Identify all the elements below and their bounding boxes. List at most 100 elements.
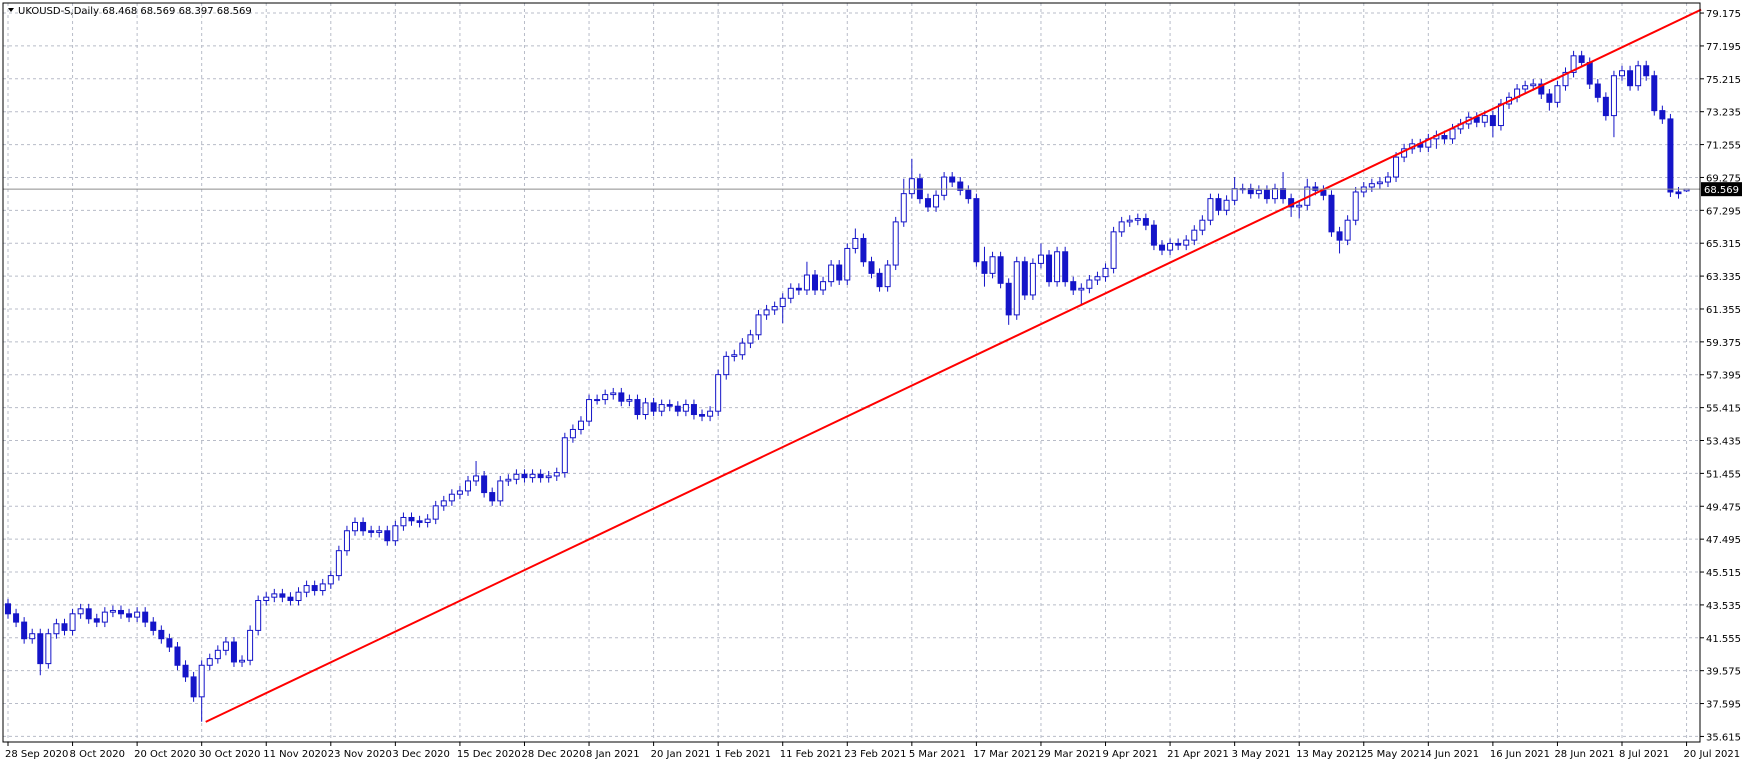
candle-body (392, 525, 399, 542)
candle-body (1538, 83, 1545, 95)
candle-body (1280, 188, 1287, 200)
candle-body (158, 629, 165, 640)
candle-body (1263, 189, 1270, 200)
candle-body (109, 609, 116, 613)
candle-body (1594, 83, 1601, 98)
y-tick-label: 67.295 (1706, 206, 1741, 217)
candle-body (674, 405, 681, 412)
candle-body (505, 478, 512, 482)
candle-body (1441, 135, 1448, 140)
candle-body (126, 613, 133, 618)
candle-body (37, 633, 44, 665)
candle-body (900, 193, 907, 223)
candle-body (448, 493, 455, 502)
candle-body (634, 399, 641, 416)
y-tick-label: 51.455 (1706, 469, 1741, 480)
candle-body (1530, 83, 1537, 87)
trendline (205, 8, 1702, 723)
y-tick-label: 41.555 (1706, 634, 1741, 645)
y-tick-label: 71.255 (1706, 141, 1741, 152)
candle-body (844, 247, 851, 281)
candle-body (1497, 103, 1504, 127)
price-label: 68.569 (1704, 185, 1739, 196)
candle-body (965, 189, 972, 200)
candle-body (174, 646, 181, 666)
candle-body (618, 392, 625, 402)
candle-body (1554, 85, 1561, 103)
candle-body (529, 473, 536, 479)
candle-body (117, 609, 124, 615)
candle-body (699, 414, 706, 417)
candle-body (836, 264, 843, 281)
candle-body (1546, 93, 1553, 103)
candle-body (1578, 55, 1585, 63)
candle-body (1159, 244, 1166, 251)
y-tick-label: 53.435 (1706, 437, 1741, 448)
x-tick-label: 8 Oct 2020 (70, 749, 125, 760)
candle-body (1393, 156, 1400, 178)
candle-body (690, 404, 697, 416)
y-tick-label: 59.375 (1706, 338, 1741, 349)
candle-body (473, 475, 480, 482)
candle-body (166, 638, 173, 648)
candles (5, 50, 1690, 722)
x-tick-label: 30 Oct 2020 (199, 749, 261, 760)
candle-body (1029, 262, 1036, 296)
candle-body (101, 611, 108, 623)
candle-body (198, 664, 205, 698)
candle-body (1094, 276, 1101, 281)
y-tick-label: 49.475 (1706, 502, 1741, 513)
candle-body (303, 585, 310, 593)
candle-body (1191, 229, 1198, 241)
candle-body (957, 181, 964, 191)
candle-body (658, 404, 665, 412)
candle-body (311, 585, 318, 592)
candle-body (69, 613, 76, 631)
x-tick-label: 1 Feb 2021 (715, 749, 771, 760)
candle-body (1489, 115, 1496, 127)
candle-body (1344, 219, 1351, 241)
x-tick-label: 8 Jul 2021 (1619, 749, 1669, 760)
candle-body (1328, 194, 1335, 233)
y-tick-label: 75.215 (1706, 75, 1741, 86)
candle-body (1142, 218, 1149, 226)
candle-body (376, 530, 383, 533)
candle-body (5, 603, 11, 615)
candle-body (610, 392, 617, 396)
candle-body (1118, 221, 1125, 233)
candle-body (464, 480, 471, 492)
candle-body (1481, 115, 1488, 123)
candle-body (924, 198, 931, 208)
x-tick-label: 4 Jun 2021 (1425, 749, 1479, 760)
candle-body (13, 613, 20, 623)
candle-body (1215, 198, 1222, 211)
plot-frame (2, 2, 1701, 743)
candle-body (908, 178, 915, 195)
candle-body (892, 221, 899, 266)
candle-body (319, 583, 326, 592)
x-tick-label: 16 Jun 2021 (1490, 749, 1550, 760)
candle-body (432, 505, 439, 520)
candle-body (1175, 242, 1182, 246)
x-tick-label: 11 Feb 2021 (780, 749, 842, 760)
candle-body (335, 550, 342, 577)
y-tick-label: 57.395 (1706, 371, 1741, 382)
x-tick-label: 28 Sep 2020 (5, 749, 68, 760)
y-tick-label: 77.195 (1706, 42, 1741, 53)
candle-body (1627, 70, 1634, 87)
open-value: 68.468 (102, 6, 137, 17)
x-tick-label: 28 Jun 2021 (1554, 749, 1614, 760)
candle-body (715, 374, 722, 412)
candle-body (1635, 65, 1642, 87)
candle-body (981, 261, 988, 274)
x-tick-label: 20 Oct 2020 (134, 749, 196, 760)
candle-body (1021, 261, 1028, 296)
candle-body (803, 274, 810, 291)
y-tick-label: 61.355 (1706, 305, 1741, 316)
candle-body (1651, 75, 1658, 112)
candle-body (489, 492, 496, 502)
x-tick-label: 23 Feb 2021 (844, 749, 906, 760)
candle-body (1150, 224, 1157, 246)
candle-body (182, 664, 189, 678)
candle-body (731, 354, 738, 357)
